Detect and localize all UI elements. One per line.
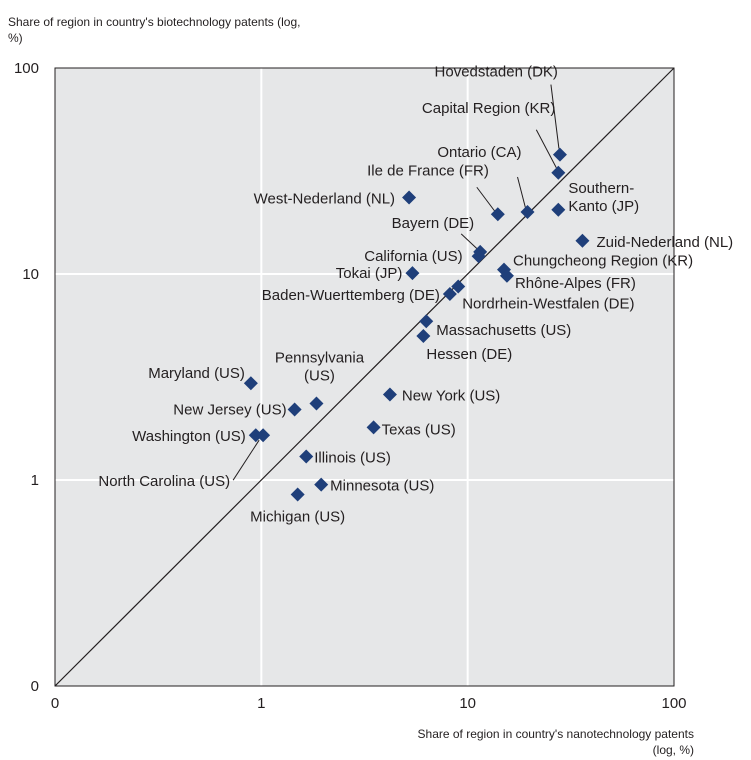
point-label: Washington (US)	[132, 428, 246, 445]
data-point	[442, 286, 457, 301]
point-label: Texas (US)	[382, 421, 456, 438]
data-point	[382, 387, 397, 402]
point-label: Massachusetts (US)	[436, 322, 571, 339]
point-label: Zuid-Nederland (NL)	[596, 234, 733, 251]
x-tick-label: 0	[51, 695, 59, 712]
data-point	[551, 165, 566, 180]
point-label: Michigan (US)	[250, 509, 345, 526]
data-point	[552, 147, 567, 162]
point-label: Hessen (DE)	[426, 346, 512, 363]
data-point	[256, 428, 271, 443]
data-point	[405, 266, 420, 281]
point-label: Chungcheong Region (KR)	[513, 253, 693, 270]
point-label: New Jersey (US)	[173, 401, 286, 418]
y-tick-label: 1	[31, 472, 39, 489]
y-tick-label: 0	[31, 678, 39, 695]
x-tick-label: 100	[661, 695, 686, 712]
data-point	[290, 487, 305, 502]
y-tick-label: 10	[22, 266, 39, 283]
x-tick-label: 1	[257, 695, 265, 712]
diagonal-line	[54, 67, 675, 687]
point-label: Pennsylvania (US)	[275, 350, 365, 385]
leader-line	[232, 439, 260, 481]
data-point	[471, 249, 486, 264]
point-label: Baden-Wuerttemberg (DE)	[262, 287, 440, 304]
point-label: Illinois (US)	[314, 450, 391, 467]
data-point	[490, 207, 505, 222]
data-point	[416, 329, 431, 344]
leader-line	[550, 84, 560, 149]
point-label: California (US)	[364, 248, 462, 265]
data-point	[451, 279, 466, 294]
point-label: Ile de France (FR)	[367, 162, 489, 179]
x-axis-title: Share of region in country's nanotechnol…	[417, 727, 694, 757]
point-label: Tokai (JP)	[336, 265, 403, 282]
point-label: Nordrhein-Westfalen (DE)	[462, 295, 634, 312]
data-point	[520, 204, 535, 219]
point-label: West-Nederland (NL)	[254, 191, 395, 208]
point-label: Southern-Kanto (JP)	[568, 180, 639, 215]
y-tick-label: 100	[14, 60, 39, 77]
data-point	[243, 376, 258, 391]
point-label: Rhône-Alpes (FR)	[515, 275, 636, 292]
data-point	[366, 420, 381, 435]
leader-line	[476, 186, 496, 212]
data-point	[314, 477, 329, 492]
leader-line	[535, 129, 557, 169]
point-label: Hovedstaden (DK)	[435, 64, 558, 81]
data-point	[309, 396, 324, 411]
data-point	[499, 268, 514, 283]
leader-line	[460, 233, 478, 250]
data-point	[419, 314, 434, 329]
point-label: New York (US)	[402, 388, 500, 405]
data-point	[287, 402, 302, 417]
point-label: Ontario (CA)	[437, 144, 521, 161]
data-point	[299, 449, 314, 464]
point-label: North Carolina (US)	[98, 473, 230, 490]
data-point	[402, 190, 417, 205]
point-label: Minnesota (US)	[330, 478, 434, 495]
leader-line	[517, 176, 526, 209]
y-axis-title: Share of region in country's biotechnolo…	[8, 15, 301, 45]
x-tick-label: 10	[459, 695, 476, 712]
plot-frame	[54, 67, 675, 687]
data-point	[551, 202, 566, 217]
point-label: Maryland (US)	[148, 365, 245, 382]
point-label: Bayern (DE)	[392, 215, 475, 232]
data-point	[575, 233, 590, 248]
point-label: Capital Region (KR)	[422, 100, 555, 117]
data-point	[248, 428, 263, 443]
